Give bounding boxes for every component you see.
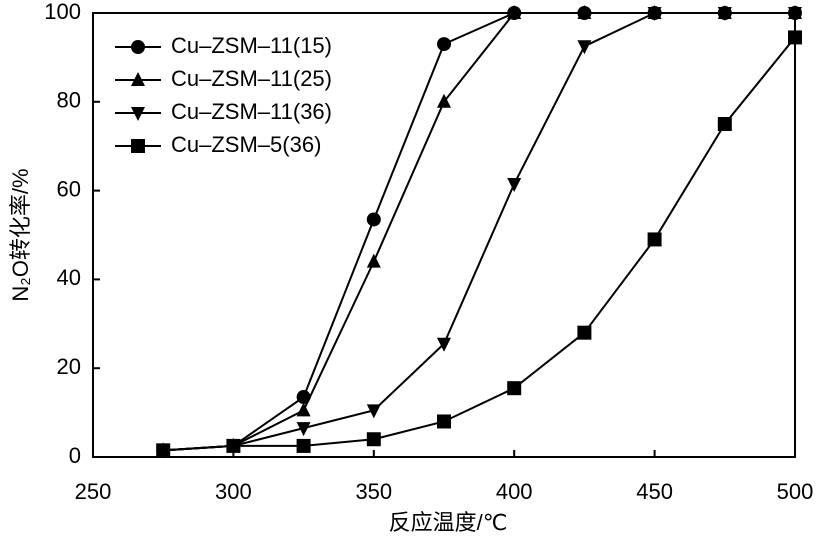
y-tick-label: 80 — [57, 88, 81, 113]
marker — [647, 7, 662, 21]
marker — [437, 337, 451, 352]
x-axis-label: 反应温度/℃ — [389, 510, 508, 535]
series-line — [163, 12, 795, 452]
marker — [717, 7, 732, 21]
x-tick-label: 300 — [215, 479, 252, 504]
marker — [437, 93, 451, 108]
marker — [296, 390, 311, 405]
y-tick-label: 60 — [57, 176, 81, 201]
marker — [507, 177, 522, 192]
legend-label: Cu–ZSM–11(25) — [171, 66, 332, 91]
series-line — [163, 36, 796, 452]
marker — [366, 432, 381, 447]
marker — [366, 212, 381, 227]
marker — [437, 414, 451, 429]
marker — [366, 253, 381, 268]
x-tick-label: 450 — [636, 479, 673, 504]
x-tick-label: 400 — [496, 479, 533, 504]
legend-label: Cu–ZSM–5(36) — [171, 132, 321, 157]
marker — [366, 404, 381, 419]
marker — [577, 5, 592, 19]
marker — [717, 117, 732, 131]
plot-frame — [92, 12, 796, 458]
legend-marker — [131, 72, 145, 86]
marker — [226, 438, 241, 453]
marker — [437, 37, 451, 52]
marker — [577, 40, 592, 55]
x-tick-label: 250 — [75, 479, 112, 504]
marker — [296, 422, 311, 437]
legend-label: Cu–ZSM–11(36) — [171, 99, 332, 124]
marker — [507, 381, 522, 396]
marker — [577, 325, 592, 340]
marker — [788, 30, 802, 45]
marker — [296, 402, 311, 417]
y-tick-label: 0 — [69, 443, 81, 468]
y-axis-label: N₂O转化率/% — [8, 168, 33, 301]
x-tick-label: 500 — [777, 479, 814, 504]
legend-marker — [131, 107, 145, 121]
legend-label: Cu–ZSM–11(15) — [171, 33, 332, 58]
legend-marker — [131, 40, 145, 54]
marker — [647, 232, 662, 247]
legend-marker — [131, 139, 145, 153]
marker — [296, 438, 311, 453]
marker — [507, 5, 522, 19]
y-tick-label: 40 — [57, 265, 81, 290]
y-tick-label: 100 — [44, 0, 81, 24]
marker — [156, 443, 171, 458]
marker — [788, 7, 802, 21]
y-tick-label: 20 — [57, 354, 81, 379]
x-tick-label: 350 — [355, 479, 392, 504]
